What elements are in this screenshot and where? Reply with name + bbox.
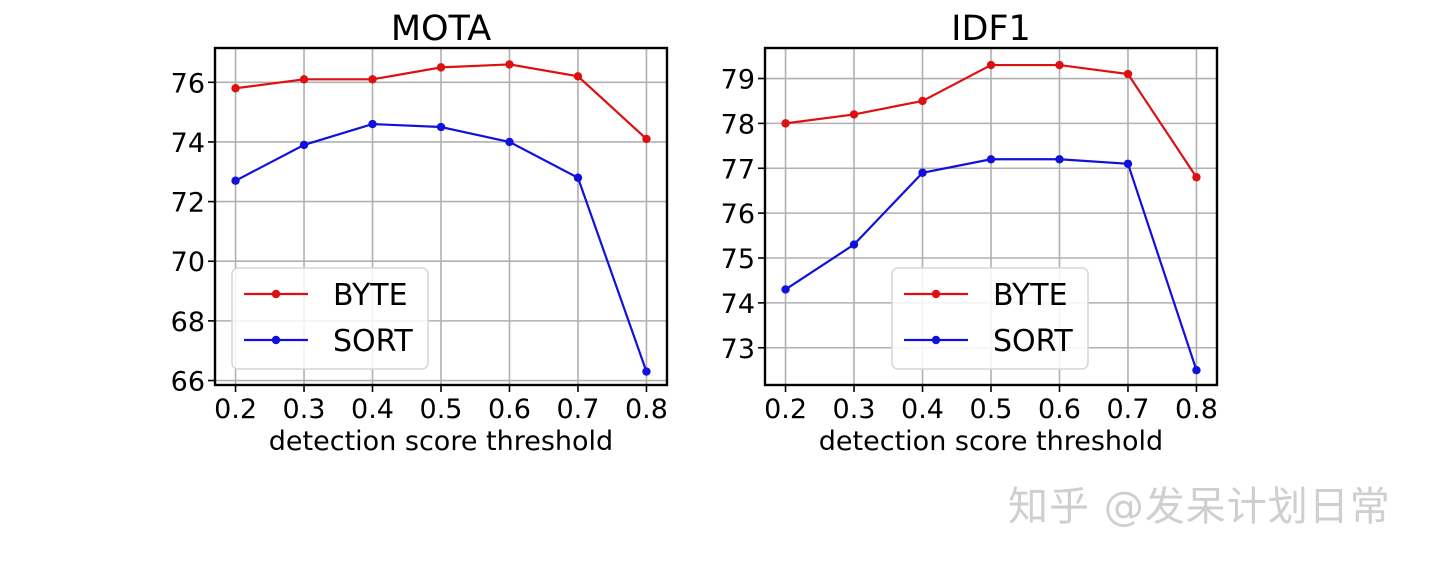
x-tick-label: 0.2 bbox=[214, 394, 257, 425]
legend: BYTE SORT bbox=[891, 267, 1089, 370]
data-point-sort-0 bbox=[781, 285, 790, 294]
legend-label-sort: SORT bbox=[993, 324, 1073, 359]
x-tick-label: 0.5 bbox=[420, 394, 463, 425]
x-tick-label: 0.4 bbox=[901, 394, 944, 425]
legend: BYTE SORT bbox=[231, 267, 429, 370]
data-point-sort-6 bbox=[1192, 365, 1201, 375]
data-point-sort-0 bbox=[231, 176, 240, 185]
data-point-byte-3 bbox=[986, 60, 996, 70]
data-point-byte-6 bbox=[642, 134, 651, 144]
y-tick-label: 79 bbox=[721, 65, 755, 96]
legend-label-sort: SORT bbox=[333, 324, 413, 359]
data-point-byte-4 bbox=[1055, 60, 1064, 70]
data-point-sort-6 bbox=[642, 367, 651, 376]
data-point-sort-4 bbox=[505, 137, 514, 147]
y-tick-label: 76 bbox=[721, 199, 755, 230]
x-axis-label: detection score threshold bbox=[819, 426, 1163, 457]
legend-marker-byte bbox=[271, 289, 281, 299]
data-point-sort-2 bbox=[368, 119, 377, 129]
y-tick-label: 76 bbox=[171, 68, 205, 99]
x-tick-label: 0.3 bbox=[833, 394, 876, 425]
data-point-sort-5 bbox=[1123, 159, 1133, 168]
y-tick-label: 74 bbox=[721, 289, 755, 320]
data-point-byte-5 bbox=[573, 72, 583, 81]
data-point-sort-3 bbox=[436, 122, 446, 132]
x-tick-label: 0.7 bbox=[1106, 394, 1149, 425]
legend-label-byte: BYTE bbox=[333, 278, 408, 313]
x-tick-label: 0.8 bbox=[1175, 394, 1218, 425]
y-tick-label: 74 bbox=[171, 128, 205, 159]
x-axis-label: detection score threshold bbox=[269, 426, 613, 457]
x-tick-label: 0.8 bbox=[625, 394, 668, 425]
x-tick-label: 0.6 bbox=[1038, 394, 1081, 425]
data-point-sort-4 bbox=[1055, 155, 1064, 164]
data-point-sort-1 bbox=[299, 140, 309, 150]
chart-title: MOTA bbox=[391, 9, 491, 49]
y-tick-label: 78 bbox=[721, 109, 755, 140]
chart-title: IDF1 bbox=[951, 9, 1031, 49]
x-tick-label: 0.4 bbox=[351, 394, 394, 425]
x-tick-label: 0.5 bbox=[970, 394, 1013, 425]
data-point-byte-3 bbox=[436, 63, 446, 72]
data-point-sort-3 bbox=[986, 155, 996, 164]
watermark-text: 知乎 @发呆计划日常 bbox=[1008, 484, 1391, 530]
y-tick-label: 66 bbox=[171, 367, 205, 398]
chart-1: 0.2 0.3 0.4 0.5 0.6 0.7 0.8 73 74 75 76 77 78 79 IDF1 d… bbox=[721, 9, 1219, 457]
data-point-sort-2 bbox=[918, 168, 927, 177]
legend-marker-byte bbox=[931, 289, 941, 299]
data-point-sort-5 bbox=[573, 173, 583, 182]
legend-label-byte: BYTE bbox=[993, 278, 1068, 313]
y-tick-label: 75 bbox=[721, 244, 755, 275]
data-point-byte-2 bbox=[918, 96, 927, 106]
x-tick-label: 0.2 bbox=[764, 394, 807, 425]
y-tick-label: 72 bbox=[171, 188, 205, 219]
y-tick-label: 68 bbox=[171, 307, 205, 338]
data-point-byte-6 bbox=[1192, 173, 1201, 182]
data-point-byte-5 bbox=[1123, 69, 1133, 79]
x-tick-label: 0.7 bbox=[556, 394, 599, 425]
data-point-byte-1 bbox=[849, 110, 859, 119]
y-tick-label: 70 bbox=[171, 247, 205, 278]
data-point-byte-0 bbox=[781, 119, 790, 128]
data-point-byte-0 bbox=[231, 84, 240, 93]
y-tick-label: 73 bbox=[721, 334, 755, 365]
data-point-sort-1 bbox=[849, 240, 859, 249]
chart-0: 0.2 0.3 0.4 0.5 0.6 0.7 0.8 66 68 70 72 74 76 MOTA det… bbox=[171, 9, 669, 457]
data-point-byte-4 bbox=[505, 60, 514, 69]
legend-marker-sort bbox=[271, 335, 281, 345]
x-tick-label: 0.6 bbox=[488, 394, 531, 425]
legend-marker-sort bbox=[931, 335, 941, 345]
data-point-byte-1 bbox=[299, 75, 309, 84]
x-tick-label: 0.3 bbox=[283, 394, 326, 425]
data-point-byte-2 bbox=[368, 75, 377, 84]
y-tick-label: 77 bbox=[721, 154, 755, 185]
